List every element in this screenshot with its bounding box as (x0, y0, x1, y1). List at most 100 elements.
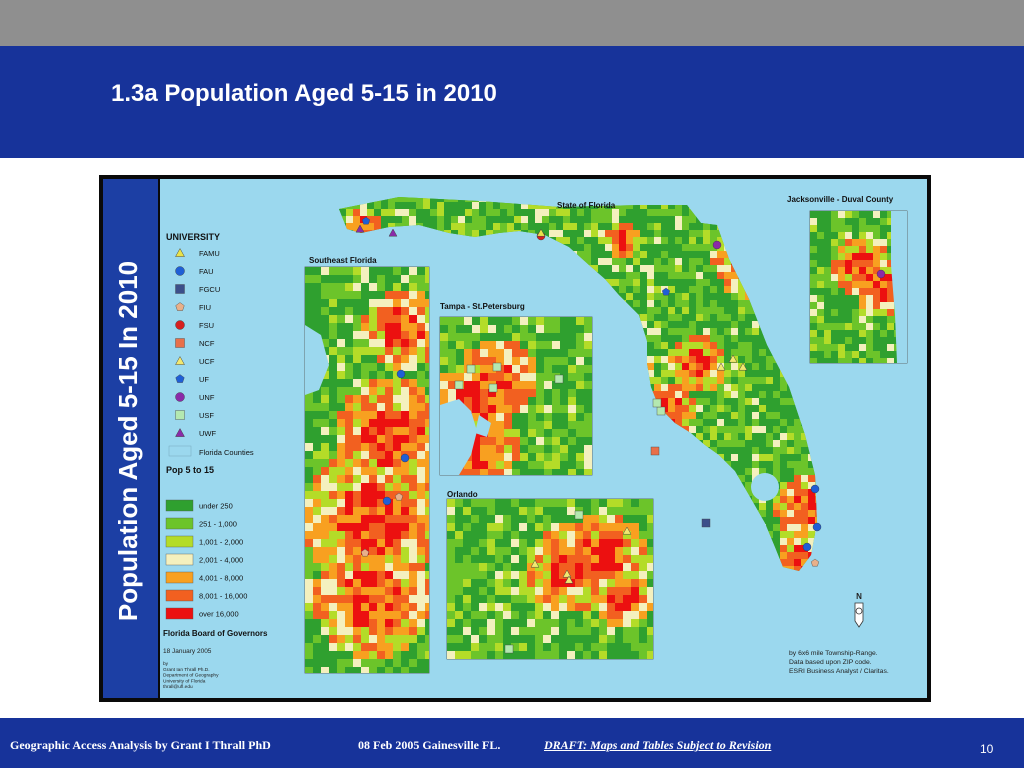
footer-draft-link[interactable]: DRAFT: Maps and Tables Subject to Revisi… (544, 738, 772, 752)
legend-university-heading: UNIVERSITY (166, 232, 220, 242)
legend-class-label: 8,001 - 16,000 (199, 592, 247, 601)
map-ucf-icon (622, 526, 632, 535)
map-fau-icon (812, 522, 822, 532)
legend-fsu-icon (175, 320, 185, 330)
legend-class-label: 1,001 - 2,000 (199, 538, 243, 547)
legend-class-label: 251 - 1,000 (199, 520, 237, 529)
legend-university-label: FSU (199, 321, 214, 330)
top-gray-band (0, 0, 1024, 46)
university-markers (355, 216, 886, 654)
source-note: by 6x6 mile Township-Range. Data based up… (789, 650, 889, 675)
legend-pop-heading: Pop 5 to 15 (166, 465, 214, 475)
map-famu-icon (536, 228, 546, 237)
map-usf-icon (488, 383, 498, 393)
map-fiu-icon (360, 548, 370, 557)
inset-orlando: Orlando (446, 490, 654, 660)
legend-credit-line: University of Florida (163, 678, 206, 684)
slide-title: 1.3a Population Aged 5-15 in 2010 (111, 80, 497, 107)
legend-credit-line: Department of Geography (163, 673, 219, 679)
legend-credit-line: by (163, 661, 169, 667)
inset-label-orlando: Orlando (447, 490, 478, 499)
map-usf-icon (466, 364, 476, 374)
map-fau-icon (802, 542, 812, 552)
legend-university-label: FIU (199, 303, 211, 312)
map-fau-icon (382, 496, 392, 506)
title-band (0, 46, 1024, 158)
legend-counties-label: Florida Counties (199, 448, 254, 457)
map-fiu-icon (394, 492, 404, 501)
map-usf-icon (492, 362, 502, 372)
legend-fiu-icon (175, 302, 185, 311)
map-ucf-icon (564, 575, 574, 584)
lake-okeechobee (751, 473, 779, 501)
map-usf-icon (504, 644, 514, 654)
legend-university-label: NCF (199, 339, 215, 348)
legend-famu-icon (175, 247, 185, 257)
map-unf-icon (876, 269, 886, 279)
inset-southeast-florida: Southeast Florida (304, 256, 430, 674)
map-usf-icon (554, 374, 564, 384)
map-ucf-icon (716, 362, 726, 371)
footer-author: Geographic Access Analysis by Grant I Th… (10, 738, 271, 752)
map-uwf-icon (388, 228, 398, 237)
legend-credit-line: thrall@ufl.edu (163, 684, 193, 690)
map-fgcu-icon (701, 518, 711, 528)
legend-university-label: UF (199, 375, 209, 384)
legend: UNIVERSITY FAMU FAU FGCU FIU FSU NCF UCF UF UNF U… (163, 232, 268, 690)
legend-class-label: over 16,000 (199, 610, 239, 619)
page-number: 10 (980, 742, 994, 756)
legend-date: 18 January 2005 (163, 648, 212, 655)
north-label: N (856, 592, 862, 601)
footer-band: Geographic Access Analysis by Grant I Th… (0, 718, 1024, 768)
map-ucf-icon (530, 559, 540, 568)
map-uf-icon (361, 216, 371, 225)
inset-jacksonville: Jacksonville - Duval County (787, 195, 908, 364)
legend-university-label: UNF (199, 393, 215, 402)
legend-unf-icon (175, 392, 185, 402)
legend-uwf-icon (175, 427, 185, 437)
legend-university-label: UWF (199, 429, 216, 438)
legend-university-label: FAMU (199, 249, 220, 258)
legend-university-label: UCF (199, 357, 215, 366)
state-of-florida-label: State of Florida (557, 201, 616, 210)
legend-board: Florida Board of Governors (163, 629, 268, 638)
inset-label-jacksonville: Jacksonville - Duval County (787, 195, 894, 204)
legend-fau-icon (175, 266, 185, 276)
legend-class-label: under 250 (199, 502, 233, 511)
map-usf-icon (652, 398, 662, 408)
map-usf-icon (454, 380, 464, 390)
legend-class-swatch (165, 571, 194, 584)
map-usf-icon (656, 406, 666, 416)
map-figure: Population Aged 5-15 In 2010 Southeast F… (99, 175, 931, 702)
legend-class-label: 2,001 - 4,000 (199, 556, 243, 565)
vertical-map-title: Population Aged 5-15 In 2010 (113, 261, 143, 621)
map-svg: Population Aged 5-15 In 2010 Southeast F… (103, 179, 927, 698)
map-ucf-icon (562, 569, 572, 578)
inset-tampa-st-petersburg: Tampa - St.Petersburg (439, 302, 593, 476)
legend-class-swatch (165, 535, 194, 548)
legend-class-label: 4,001 - 8,000 (199, 574, 243, 583)
source-note-line: ESRI Business Analyst / Claritas. (789, 668, 889, 675)
map-fau-icon (396, 369, 406, 379)
map-uwf-icon (355, 224, 365, 233)
north-arrow-icon: N (854, 592, 864, 628)
legend-ucf-icon (175, 355, 185, 365)
map-ncf-icon (650, 446, 660, 456)
legend-class-swatch (165, 589, 194, 602)
legend-university-label: FGCU (199, 285, 220, 294)
map-ucf-icon (738, 362, 748, 371)
title-strip (103, 179, 159, 698)
legend-credit-line: Grant Ian Thrall Ph.D. (163, 667, 210, 673)
legend-ncf-icon (175, 338, 185, 348)
map-usf-icon (574, 510, 584, 520)
footer-date-place: 08 Feb 2005 Gainesville FL. (358, 738, 501, 752)
legend-class-swatch (165, 553, 194, 566)
map-uf-icon (661, 287, 671, 296)
legend-university-label: USF (199, 411, 214, 420)
legend-usf-icon (175, 410, 185, 420)
legend-class-swatch (165, 499, 194, 512)
legend-counties-swatch (168, 445, 192, 457)
source-note-line: Data based upon ZIP code. (789, 659, 872, 666)
map-fiu-icon (810, 558, 820, 567)
legend-class-swatch (165, 517, 194, 530)
